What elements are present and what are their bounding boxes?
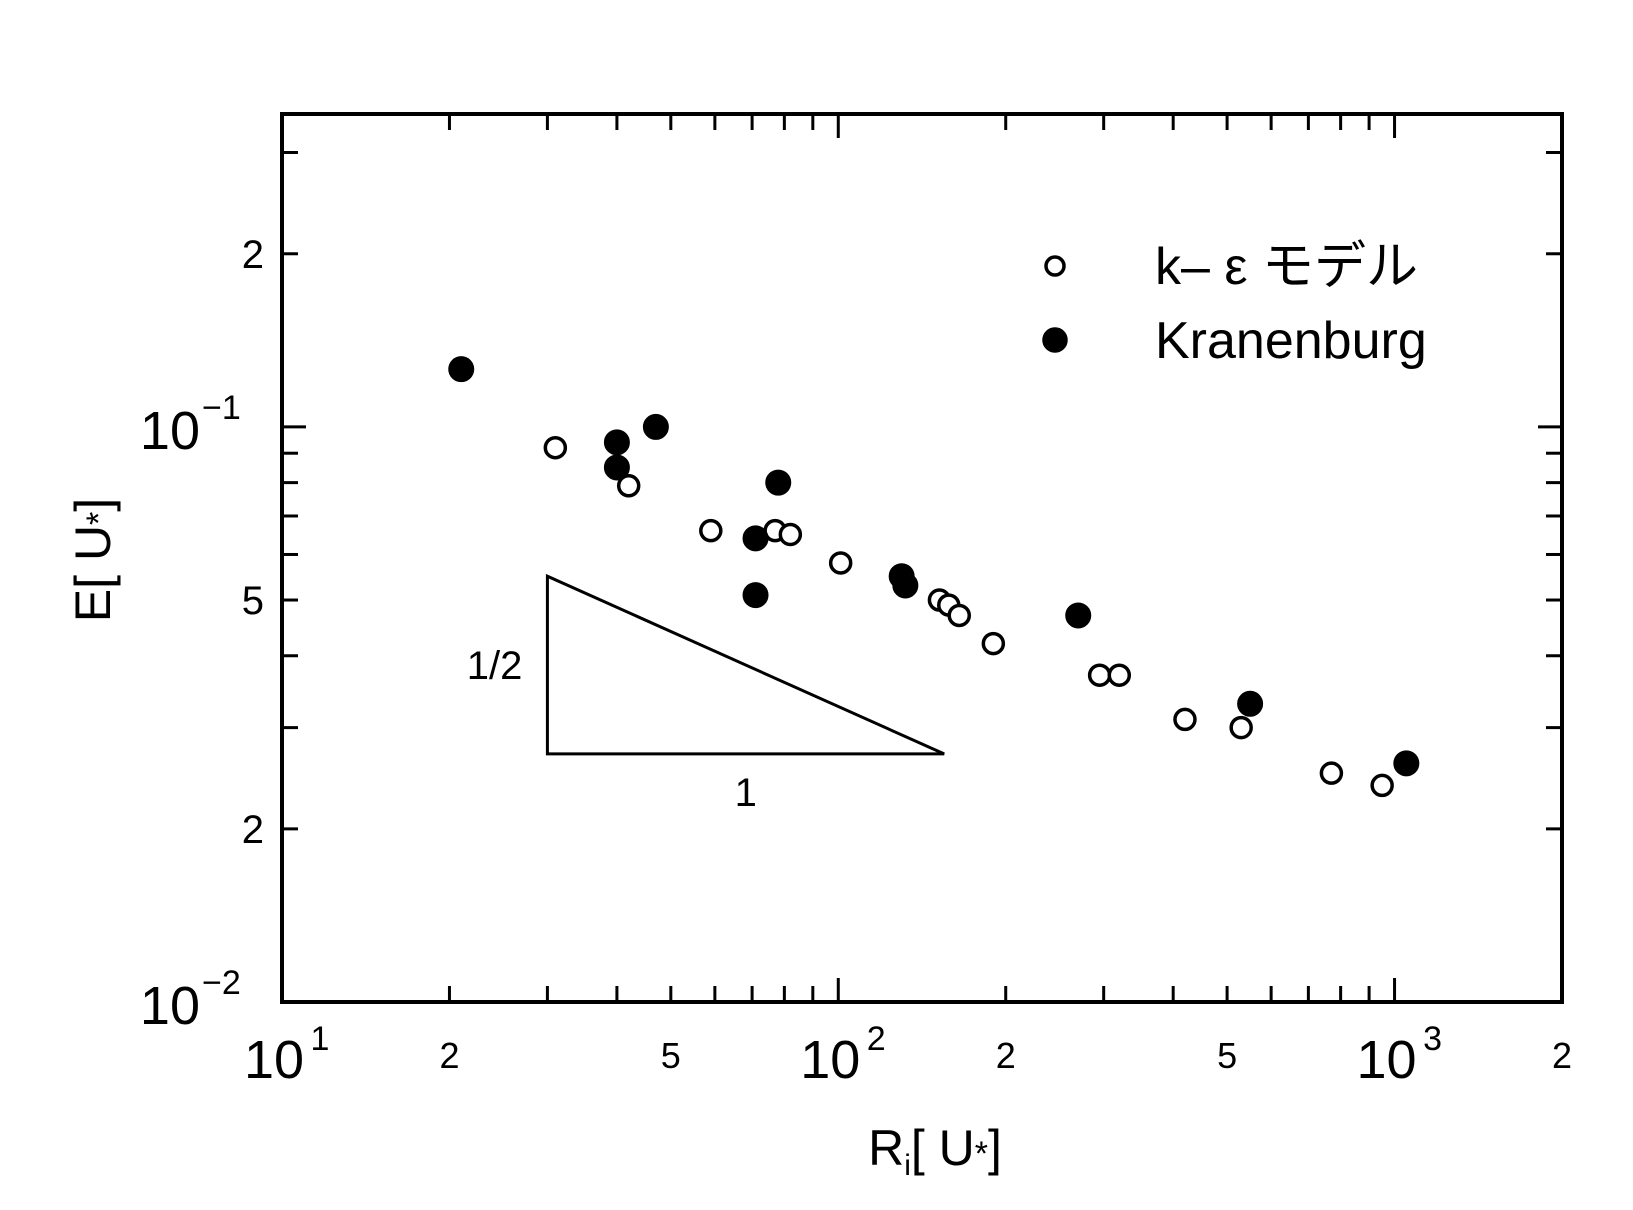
kranenburg-point bbox=[448, 356, 475, 383]
y-tick-label: 10 bbox=[140, 976, 200, 1036]
kranenburg-point bbox=[1065, 602, 1092, 629]
k-epsilon-point bbox=[1087, 663, 1112, 687]
k-epsilon-point bbox=[1370, 773, 1394, 798]
kranenburg-point bbox=[742, 582, 769, 609]
kranenburg-point bbox=[765, 469, 792, 496]
k-epsilon-point bbox=[616, 474, 641, 498]
slope-horizontal-label: 1 bbox=[735, 771, 757, 815]
k-epsilon-point bbox=[543, 435, 568, 460]
x-tick-label: 10 bbox=[1357, 1030, 1417, 1090]
kranenburg-point bbox=[642, 413, 669, 440]
x-tick-label: 2 bbox=[1552, 1035, 1572, 1076]
x-tick-label: 5 bbox=[1217, 1035, 1237, 1076]
y-tick-label: 2 bbox=[242, 808, 264, 852]
k-epsilon-point bbox=[828, 551, 853, 575]
axis-ticks bbox=[280, 114, 1564, 1004]
k-epsilon-point bbox=[1107, 663, 1132, 687]
x-tick-label: 2 bbox=[439, 1035, 459, 1076]
k-epsilon-point bbox=[947, 603, 972, 628]
x-axis-label: Ri[ U*] bbox=[868, 1120, 1002, 1182]
kranenburg-point bbox=[603, 429, 630, 456]
y-tick-label-exponent: −1 bbox=[202, 389, 241, 427]
kranenburg-point bbox=[742, 525, 769, 552]
legend: k– ε モデル Kranenburg bbox=[1042, 238, 1427, 370]
slope-triangle-outline bbox=[545, 573, 945, 756]
x-tick-label-exponent: 2 bbox=[867, 1020, 886, 1058]
legend-marker-filled bbox=[1042, 327, 1068, 353]
x-tick-label: 5 bbox=[661, 1035, 681, 1076]
legend-label: k– ε モデル bbox=[1155, 238, 1418, 296]
kranenburg-point bbox=[1393, 750, 1420, 777]
k-epsilon-point bbox=[778, 522, 803, 547]
k-epsilon-point bbox=[981, 631, 1006, 656]
y-tick-label: 10 bbox=[140, 401, 200, 461]
x-tick-label: 10 bbox=[800, 1030, 860, 1090]
legend-marker-open bbox=[1044, 255, 1066, 277]
y-axis-label: E[ U*] bbox=[65, 498, 121, 622]
plot-frame bbox=[280, 112, 1564, 1004]
y-tick-label: 2 bbox=[242, 233, 264, 277]
data-points bbox=[448, 356, 1420, 798]
legend-label: Kranenburg bbox=[1155, 312, 1427, 370]
x-tick-label-exponent: 1 bbox=[311, 1020, 330, 1058]
kranenburg-point bbox=[603, 454, 630, 481]
slope-triangle: 1/2 1 bbox=[467, 573, 945, 815]
k-epsilon-point bbox=[1173, 707, 1197, 732]
y-tick-label: 5 bbox=[242, 579, 264, 623]
kranenburg-point bbox=[1237, 690, 1264, 717]
k-epsilon-point bbox=[1229, 715, 1253, 740]
x-tick-label-exponent: 3 bbox=[1423, 1020, 1442, 1058]
x-tick-label: 10 bbox=[244, 1030, 304, 1090]
k-epsilon-point bbox=[699, 518, 723, 543]
kranenburg-point bbox=[892, 572, 919, 599]
y-tick-label-exponent: −2 bbox=[202, 964, 241, 1002]
slope-vertical-label: 1/2 bbox=[467, 644, 523, 688]
k-epsilon-point bbox=[1319, 761, 1344, 785]
x-tick-label: 2 bbox=[996, 1035, 1016, 1076]
